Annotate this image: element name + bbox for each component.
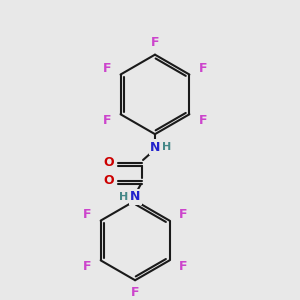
Text: N: N [130,190,140,203]
Text: F: F [102,114,111,127]
Text: H: H [162,142,172,152]
Text: N: N [150,141,160,154]
Text: F: F [82,260,91,273]
Text: F: F [131,286,139,299]
Text: F: F [199,62,208,75]
Text: F: F [179,208,188,221]
Text: H: H [118,192,128,202]
Text: F: F [102,62,111,75]
Text: F: F [151,36,159,49]
Text: O: O [103,174,114,188]
Text: O: O [103,157,114,169]
Text: F: F [199,114,208,127]
Text: F: F [82,208,91,221]
Text: F: F [179,260,188,273]
